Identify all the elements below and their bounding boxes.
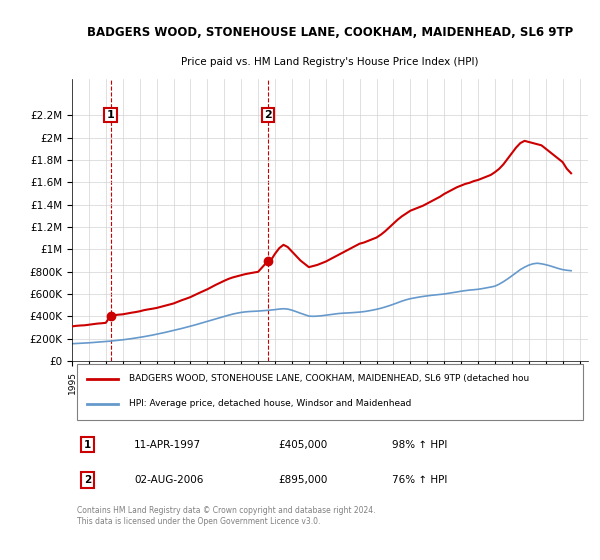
Text: £405,000: £405,000 xyxy=(278,440,328,450)
Text: 2: 2 xyxy=(84,475,91,485)
Text: 76% ↑ HPI: 76% ↑ HPI xyxy=(392,475,447,485)
Text: HPI: Average price, detached house, Windsor and Maidenhead: HPI: Average price, detached house, Wind… xyxy=(129,399,411,408)
Text: 11-APR-1997: 11-APR-1997 xyxy=(134,440,201,450)
Text: 02-AUG-2006: 02-AUG-2006 xyxy=(134,475,203,485)
Text: BADGERS WOOD, STONEHOUSE LANE, COOKHAM, MAIDENHEAD, SL6 9TP (detached hou: BADGERS WOOD, STONEHOUSE LANE, COOKHAM, … xyxy=(129,374,529,383)
Text: BADGERS WOOD, STONEHOUSE LANE, COOKHAM, MAIDENHEAD, SL6 9TP: BADGERS WOOD, STONEHOUSE LANE, COOKHAM, … xyxy=(87,26,573,39)
Text: 1: 1 xyxy=(84,440,91,450)
Text: 1: 1 xyxy=(107,110,115,120)
Text: £895,000: £895,000 xyxy=(278,475,328,485)
Text: 2: 2 xyxy=(264,110,272,120)
Text: Contains HM Land Registry data © Crown copyright and database right 2024.
This d: Contains HM Land Registry data © Crown c… xyxy=(77,506,376,526)
Text: 98% ↑ HPI: 98% ↑ HPI xyxy=(392,440,447,450)
Text: Price paid vs. HM Land Registry's House Price Index (HPI): Price paid vs. HM Land Registry's House … xyxy=(181,58,479,68)
FancyBboxPatch shape xyxy=(77,364,583,421)
